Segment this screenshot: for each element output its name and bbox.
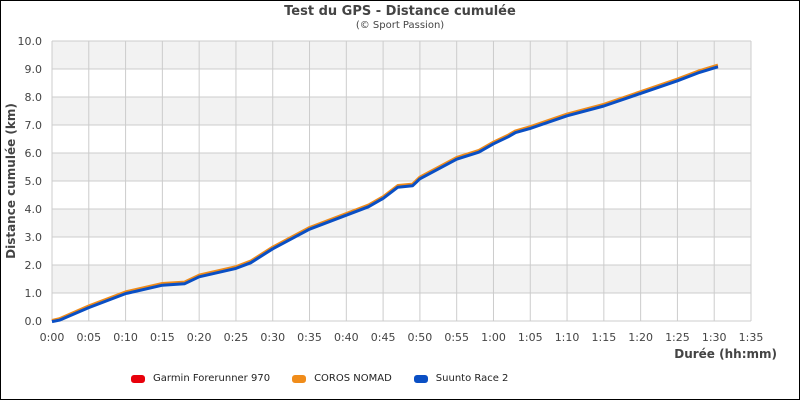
legend-label: Garmin Forerunner 970 — [153, 373, 271, 384]
grid-band — [52, 209, 751, 237]
legend: Garmin Forerunner 970 COROS NOMAD Suunto R… — [131, 373, 530, 384]
y-tick-label: 9.0 — [25, 63, 43, 76]
y-tick-label: 4.0 — [25, 203, 43, 216]
grid-band — [52, 153, 751, 181]
y-tick-label: 3.0 — [25, 231, 43, 244]
x-tick-label: 1:05 — [518, 331, 543, 344]
x-tick-label: 1:10 — [555, 331, 580, 344]
x-tick-label: 0:10 — [113, 331, 138, 344]
chart-title: Test du GPS - Distance cumulée — [284, 4, 516, 19]
legend-swatch-icon — [292, 374, 307, 383]
x-tick-label: 0:15 — [150, 331, 175, 344]
series-line — [51, 65, 719, 324]
x-tick-label: 1:20 — [628, 331, 653, 344]
x-tick-label: 0:40 — [334, 331, 359, 344]
y-tick-label: 0.0 — [25, 315, 43, 328]
legend-label: COROS NOMAD — [314, 373, 392, 384]
legend-swatch-icon — [131, 374, 145, 383]
legend-item[interactable]: Suunto Race 2 — [413, 373, 509, 384]
x-tick-label: 0:45 — [371, 331, 396, 344]
grid-band — [52, 41, 751, 69]
grid-band — [52, 97, 751, 125]
legend-item[interactable]: COROS NOMAD — [292, 373, 392, 384]
x-tick-label: 0:20 — [187, 331, 212, 344]
grid-band — [52, 237, 751, 265]
grid-band — [52, 125, 751, 153]
chart-subtitle: (© Sport Passion) — [355, 20, 445, 31]
series-line — [51, 63, 719, 322]
x-tick-label: 0:55 — [444, 331, 469, 344]
x-tick-label: 0:25 — [224, 331, 249, 344]
x-tick-label: 1:35 — [739, 331, 764, 344]
legend-swatch-icon — [413, 374, 428, 383]
legend-label: Suunto Race 2 — [435, 373, 509, 384]
y-tick-label: 10.0 — [18, 35, 43, 48]
x-tick-label: 0:50 — [408, 331, 433, 344]
x-tick-label: 1:00 — [481, 331, 506, 344]
x-tick-label: 0:05 — [76, 331, 101, 344]
y-tick-label: 1.0 — [25, 287, 43, 300]
legend-item[interactable]: Garmin Forerunner 970 — [131, 373, 270, 384]
y-tick-label: 2.0 — [25, 259, 43, 272]
x-axis-title: Durée (hh:mm) — [674, 347, 777, 361]
y-tick-label: 5.0 — [25, 175, 43, 188]
y-tick-label: 7.0 — [25, 119, 43, 132]
x-tick-label: 0:35 — [297, 331, 322, 344]
grid-band — [52, 293, 751, 321]
x-tick-label: 1:15 — [591, 331, 616, 344]
y-axis-title: Distance cumulée (km) — [4, 103, 18, 259]
y-tick-label: 6.0 — [25, 147, 43, 160]
y-tick-label: 8.0 — [25, 91, 43, 104]
x-tick-label: 1:30 — [702, 331, 727, 344]
x-tick-label: 0:00 — [40, 331, 65, 344]
x-tick-label: 1:25 — [665, 331, 690, 344]
grid-band — [52, 265, 751, 293]
x-tick-label: 0:30 — [260, 331, 285, 344]
